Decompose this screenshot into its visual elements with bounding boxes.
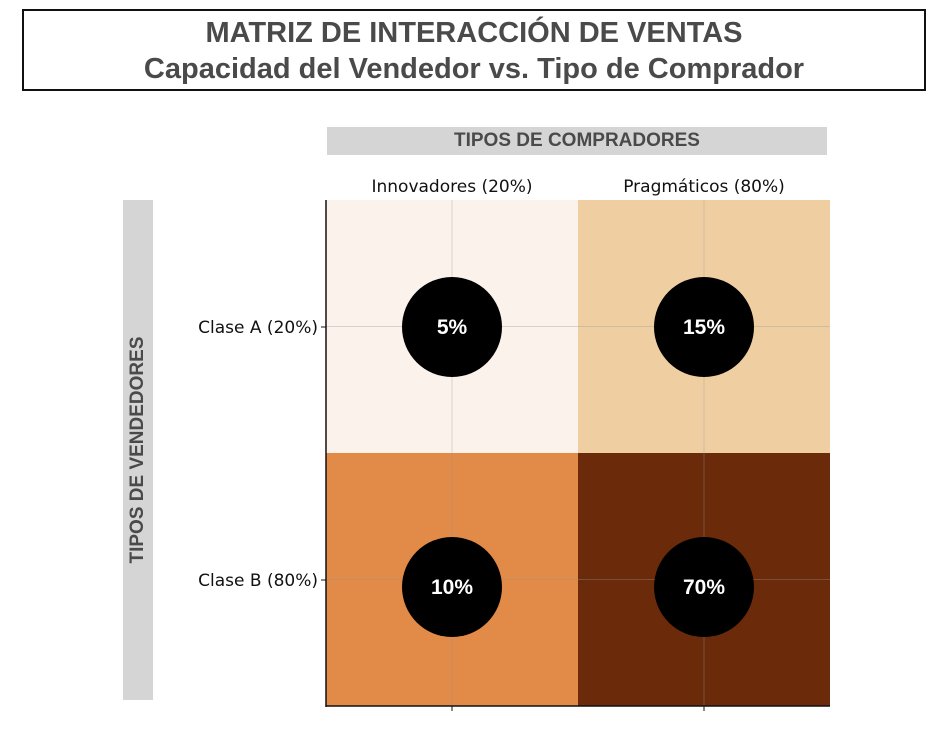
x-tick-label: Innovadores (20%): [371, 177, 532, 197]
bubble-marker: [402, 277, 502, 377]
title-box: MATRIZ DE INTERACCIÓN DE VENTAS Capacida…: [22, 9, 926, 91]
chart-subtitle: Capacidad del Vendedor vs. Tipo de Compr…: [143, 53, 805, 85]
axes: [321, 200, 830, 711]
y-tick-label: Clase A (20%): [198, 318, 318, 338]
x-axis-title: TIPOS DE COMPRADORES: [327, 127, 827, 155]
data-label: 15%: [683, 316, 725, 339]
bubble-marker: [402, 537, 502, 637]
y-tick-label: Clase B (80%): [198, 571, 318, 591]
x-tick-label: Pragmáticos (80%): [623, 177, 785, 197]
chart-title: MATRIZ DE INTERACCIÓN DE VENTAS: [205, 17, 743, 49]
bubble-markers: 5% 15% 10% 70%: [402, 277, 754, 637]
data-label: 5%: [437, 316, 468, 339]
data-label: 70%: [683, 576, 725, 599]
y-axis-title-band: TIPOS DE VENDEDORES: [123, 200, 153, 700]
bubble-marker: [654, 537, 754, 637]
data-label: 10%: [431, 576, 473, 599]
bubble-marker: [654, 277, 754, 377]
tick-labels: Innovadores (20%) Pragmáticos (80%) Clase …: [198, 177, 785, 591]
heatmap-cells: [326, 200, 830, 706]
